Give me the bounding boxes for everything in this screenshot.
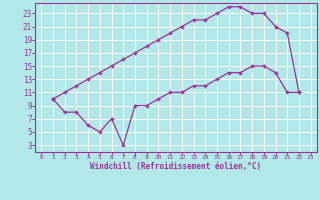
X-axis label: Windchill (Refroidissement éolien,°C): Windchill (Refroidissement éolien,°C): [90, 162, 261, 171]
